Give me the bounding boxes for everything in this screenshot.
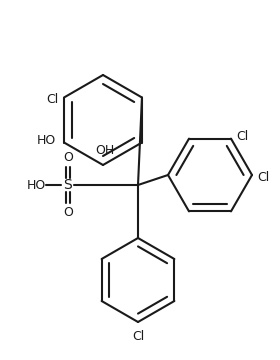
Text: HO: HO xyxy=(37,134,56,147)
Text: HO: HO xyxy=(27,179,46,192)
Text: Cl: Cl xyxy=(236,130,248,143)
Text: O: O xyxy=(63,151,73,164)
Text: Cl: Cl xyxy=(46,93,58,106)
Text: Cl: Cl xyxy=(132,330,144,343)
Text: OH: OH xyxy=(95,144,115,157)
Text: S: S xyxy=(64,178,72,192)
Text: Cl: Cl xyxy=(257,171,269,184)
Text: O: O xyxy=(63,206,73,219)
